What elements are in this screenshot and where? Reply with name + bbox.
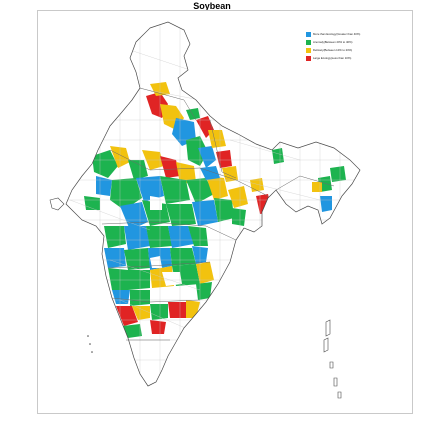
district-yellow	[206, 176, 228, 200]
district-green	[92, 150, 118, 178]
legend-label: Anomaly(Between 20% to 40%)	[313, 40, 353, 44]
district-blue	[120, 202, 148, 230]
district-green	[128, 160, 148, 180]
district-green	[84, 196, 100, 210]
legend-swatch-yellow	[306, 48, 311, 53]
district-green	[196, 282, 212, 300]
andaman-nicobar-islands	[323, 319, 342, 399]
district-blue	[168, 226, 194, 248]
district-green	[110, 178, 142, 210]
district-green	[330, 166, 346, 182]
district-green	[124, 248, 150, 270]
district-green	[160, 176, 190, 204]
legend-swatch-red	[306, 56, 311, 61]
legend-item: More than Ecology(Greater than 40%)	[306, 31, 370, 38]
district-green	[104, 226, 126, 248]
district-green	[150, 304, 168, 320]
district-blue	[104, 248, 126, 268]
district-blue	[192, 200, 218, 226]
district-yellow	[312, 182, 322, 192]
district-blue	[136, 176, 164, 202]
district-white	[150, 256, 162, 268]
district-yellow	[222, 166, 238, 182]
district-green	[122, 324, 142, 338]
district-white	[150, 196, 162, 210]
state-boundaries	[101, 87, 335, 341]
district-yellow	[196, 262, 214, 284]
legend-item: Large Ecology(Less than 10%)	[306, 55, 370, 62]
district-blue	[320, 196, 332, 212]
district-red	[150, 320, 166, 334]
legend-swatch-green	[306, 40, 311, 45]
district-green	[108, 268, 128, 290]
district-yellow	[176, 162, 196, 184]
district-yellow	[132, 306, 150, 320]
district-blue	[198, 146, 216, 168]
district-red	[168, 302, 186, 318]
district-yellow	[186, 300, 200, 318]
district-red	[116, 306, 138, 326]
map-frame	[37, 10, 413, 414]
district-yellow	[228, 186, 248, 208]
district-green	[272, 148, 284, 164]
district-green	[232, 208, 246, 226]
district-blue	[112, 290, 130, 304]
district-green	[142, 200, 170, 226]
district-green	[170, 248, 196, 266]
map-title: Soybean	[193, 1, 231, 11]
district-green	[146, 226, 172, 248]
legend-label: Delicacy(Between 10% to 20%)	[313, 48, 353, 52]
legend-label: More than Ecology(Greater than 40%)	[313, 32, 361, 36]
legend-label: Large Ecology(Less than 10%)	[313, 56, 352, 60]
district-green	[214, 198, 234, 222]
district-blue	[124, 226, 150, 250]
district-yellow	[208, 130, 226, 148]
gujarat-coast	[49, 197, 65, 211]
district-green	[186, 108, 200, 120]
district-red	[160, 156, 180, 178]
map-legend: More than Ecology(Greater than 40%) Anom…	[306, 31, 370, 63]
district-green	[166, 204, 196, 226]
district-green	[188, 226, 208, 246]
legend-item: Anomaly(Between 20% to 40%)	[306, 39, 370, 46]
legend-item: Delicacy(Between 10% to 20%)	[306, 47, 370, 54]
lakshadweep-islands	[87, 335, 93, 353]
legend-swatch-blue	[306, 32, 311, 37]
